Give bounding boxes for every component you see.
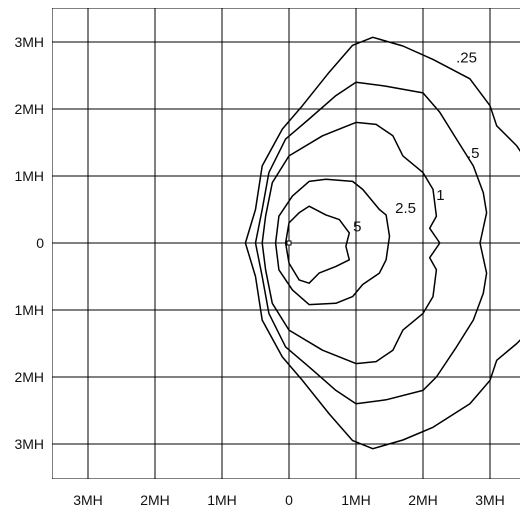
y-tick-label: 3MH	[14, 34, 44, 50]
contour-p5	[254, 81, 488, 405]
x-tick-label: 3MH	[475, 492, 505, 508]
x-tick-labels: 3MH 2MH 1MH 0 1MH 2MH 3MH	[73, 492, 505, 508]
contour-lines	[244, 36, 520, 450]
contour-p25	[244, 36, 520, 450]
contour-labels: .25 .5 1 2.5 5	[353, 49, 479, 235]
contour-label: 2.5	[395, 200, 416, 217]
contour-2p5	[274, 178, 391, 306]
y-tick-label: 2MH	[14, 101, 44, 117]
light-source	[286, 240, 292, 246]
y-tick-label: 0	[36, 235, 44, 251]
contour-5	[284, 205, 351, 284]
x-tick-label: 1MH	[341, 492, 371, 508]
x-tick-label: 2MH	[408, 492, 438, 508]
contour-1	[261, 121, 441, 365]
x-tick-label: 2MH	[140, 492, 170, 508]
y-tick-label: 2MH	[14, 369, 44, 385]
contour-label: .5	[467, 145, 480, 162]
x-tick-label: 1MH	[207, 492, 237, 508]
y-tick-label: 1MH	[14, 302, 44, 318]
y-tick-label: 1MH	[14, 168, 44, 184]
x-tick-label: 0	[285, 492, 293, 508]
contour-label: 1	[436, 187, 444, 204]
contour-label: .25	[456, 49, 477, 66]
grid-lines	[52, 8, 520, 479]
y-tick-label: 3MH	[14, 436, 44, 452]
source-marker	[286, 240, 292, 246]
x-tick-label: 3MH	[73, 492, 103, 508]
contour-label: 5	[353, 218, 361, 235]
y-tick-labels: 3MH 2MH 1MH 0 1MH 2MH 3MH	[14, 34, 44, 452]
